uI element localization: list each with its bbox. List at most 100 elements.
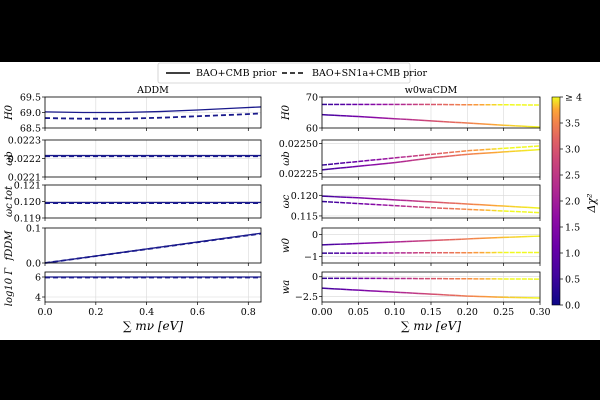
left-panel-1: 68.5 69.0 69.5 H0 bbox=[4, 93, 262, 135]
series-solid-segment bbox=[352, 165, 359, 168]
colorbar-tick-label: 1.5 bbox=[565, 223, 580, 234]
series-dashed-segment bbox=[412, 154, 419, 157]
series-dashed-segment bbox=[346, 161, 353, 164]
y-tick-label: 0.120 bbox=[291, 191, 318, 202]
y-axis-label: w0 bbox=[281, 237, 292, 253]
x-tick-label: 0.15 bbox=[420, 307, 441, 318]
series-solid-segment bbox=[364, 164, 371, 167]
series-solid-segment bbox=[370, 163, 377, 166]
y-tick-label: 0 bbox=[312, 230, 318, 241]
series-solid-segment bbox=[443, 155, 450, 158]
x-tick-label: 0.6 bbox=[190, 307, 205, 318]
series-solid-segment bbox=[400, 160, 407, 163]
series-solid-segment bbox=[340, 166, 347, 169]
series-solid-segment bbox=[424, 157, 432, 160]
y-axis-label: ωb bbox=[281, 151, 292, 166]
colorbar-tick-label: ≥ 4 bbox=[565, 93, 582, 104]
y-tick-label: 60 bbox=[306, 124, 318, 135]
y-tick-label: 0.0223 bbox=[8, 136, 41, 147]
y-tick-label: 68.5 bbox=[20, 124, 41, 135]
series-dashed-segment bbox=[461, 149, 468, 153]
panel-frame bbox=[44, 184, 262, 219]
series-solid-segment bbox=[430, 156, 438, 159]
x-tick-label: 0.8 bbox=[241, 307, 256, 318]
series-solid-segment bbox=[412, 158, 419, 162]
series-dashed-segment bbox=[400, 155, 407, 159]
series-dashed-segment bbox=[364, 159, 371, 162]
y-tick-label: 0.119 bbox=[14, 214, 41, 225]
series-dashed-segment bbox=[443, 151, 450, 154]
y-tick-label: 4 bbox=[35, 293, 41, 304]
colorbar-gradient bbox=[551, 96, 561, 306]
panel-frame bbox=[44, 139, 262, 178]
panel-frame bbox=[44, 227, 262, 264]
left-chart-title: ADDM bbox=[136, 85, 169, 96]
y-tick-label: −1 bbox=[304, 252, 318, 263]
colorbar-tick-label: 3.0 bbox=[565, 145, 580, 156]
series-dashed-segment bbox=[358, 160, 365, 163]
series-solid-segment bbox=[334, 167, 341, 170]
left-x-axis-label: ∑ mν [eV] bbox=[123, 319, 183, 333]
panel-frame bbox=[321, 139, 541, 178]
series-dashed-segment bbox=[382, 157, 389, 160]
series-dashed-segment bbox=[370, 158, 377, 162]
y-axis-label: fDDM bbox=[4, 230, 15, 262]
legend: BAO+CMB prior BAO+SN1a+CMB prior bbox=[157, 62, 427, 84]
colorbar-tick-label: 2.0 bbox=[565, 197, 580, 208]
series-dashed-segment bbox=[376, 158, 383, 161]
series-dashed-segment bbox=[406, 155, 413, 158]
x-tick-label: 0.4 bbox=[139, 307, 154, 318]
y-tick-label: 0.02225 bbox=[279, 169, 318, 180]
series-solid-segment bbox=[388, 161, 395, 165]
y-tick-label: 6 bbox=[35, 273, 41, 284]
x-tick-label: 0.20 bbox=[457, 307, 478, 318]
y-axis-label: ωb bbox=[4, 151, 15, 166]
y-tick-label: 0.1 bbox=[26, 224, 41, 235]
x-tick-label: 0.25 bbox=[493, 307, 514, 318]
right-chart: w0waCDM ∑ mν [eV] 60 70 H0 0.02225 0.02250ωb… bbox=[279, 85, 551, 333]
series-solid-segment bbox=[461, 153, 468, 156]
y-axis-label: H0 bbox=[4, 104, 15, 121]
colorbar-label: Δχ² bbox=[585, 193, 598, 213]
y-axis-label: ωc tot bbox=[4, 185, 15, 217]
colorbar-tick-label: 0.5 bbox=[565, 275, 580, 286]
panel-frame bbox=[321, 96, 541, 129]
left-chart: ADDM ∑ mν [eV] 68.569.069.5H00.02210.022… bbox=[4, 85, 262, 333]
series-solid-segment bbox=[321, 168, 329, 171]
series-solid-segment bbox=[358, 164, 365, 168]
colorbar-tick-label: 0.0 bbox=[565, 301, 580, 312]
y-tick-label: 0.0 bbox=[26, 259, 41, 270]
y-tick-label: 0.02250 bbox=[279, 139, 318, 150]
x-tick-label: 0.2 bbox=[88, 307, 103, 318]
series-solid-segment bbox=[406, 159, 413, 162]
series-dashed-segment bbox=[321, 163, 329, 166]
series-solid-segment bbox=[382, 162, 389, 165]
left-panel-5: 4 6 log10 Γ 0.0 0.2 0.4 0.6 0.8 bbox=[4, 267, 262, 318]
y-tick-label: 0.0222 bbox=[8, 154, 41, 165]
y-tick-label: 69.0 bbox=[20, 108, 41, 119]
y-axis-label: H0 bbox=[281, 104, 292, 121]
series-solid-segment bbox=[436, 155, 444, 159]
series-solid-segment bbox=[394, 161, 401, 164]
series-dashed-segment bbox=[424, 153, 432, 156]
series-dashed-segment bbox=[352, 160, 359, 163]
series-dashed-segment bbox=[418, 154, 426, 157]
panel-area bbox=[45, 228, 261, 263]
y-tick-label: 0.121 bbox=[14, 181, 41, 192]
series-dashed-segment bbox=[334, 162, 341, 165]
series-solid-line bbox=[44, 106, 262, 114]
panel-frame bbox=[44, 96, 262, 129]
y-tick-label: 0.115 bbox=[291, 211, 318, 222]
right-x-axis-label: ∑ mν [eV] bbox=[401, 319, 461, 333]
x-tick-label: 0.10 bbox=[384, 307, 405, 318]
legend-solid-label: BAO+CMB prior bbox=[196, 68, 277, 79]
panel-frame bbox=[321, 271, 541, 303]
series-solid-segment bbox=[455, 154, 462, 157]
y-axis-label: wa bbox=[281, 280, 292, 295]
right-chart-title: w0waCDM bbox=[405, 85, 458, 96]
panel-frame bbox=[321, 184, 541, 219]
left-panel-4: 0.0 0.1 fDDM bbox=[4, 224, 262, 270]
colorbar: Δχ² 0.0 0.5 1.0 1.5 2.0 2.5 3.0 3.5 ≥ 4 bbox=[551, 93, 598, 312]
